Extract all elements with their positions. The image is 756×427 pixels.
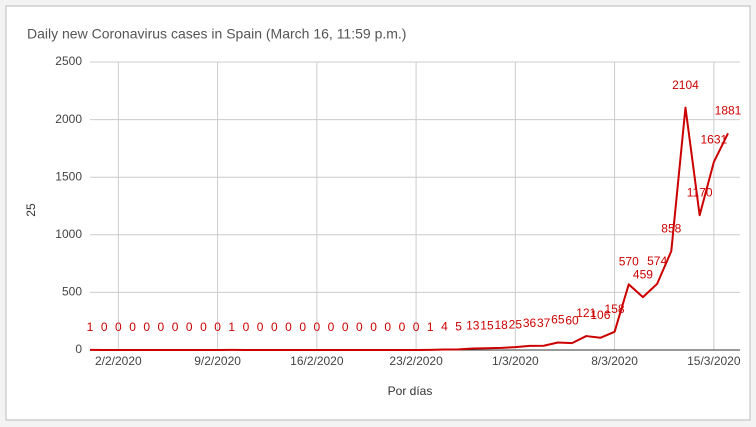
y-tick-label: 0 <box>75 342 82 356</box>
y-tick-label: 1000 <box>55 227 82 241</box>
data-label: 2104 <box>672 78 699 92</box>
data-label: 0 <box>271 320 278 334</box>
x-tick-label: 23/2/2020 <box>389 354 443 368</box>
data-label: 858 <box>661 221 681 235</box>
data-label: 0 <box>172 320 179 334</box>
y-tick-label: 2000 <box>55 112 82 126</box>
data-label: 0 <box>257 320 264 334</box>
data-label: 0 <box>115 320 122 334</box>
data-label: 0 <box>129 320 136 334</box>
data-label: 1 <box>228 320 235 334</box>
data-label: 0 <box>314 320 321 334</box>
data-label: 18 <box>494 318 508 332</box>
data-label: 121 <box>576 306 596 320</box>
data-label: 158 <box>605 302 625 316</box>
data-label: 459 <box>633 267 653 281</box>
data-label: 0 <box>384 320 391 334</box>
data-label: 25 <box>509 317 523 331</box>
data-label: 1 <box>427 320 434 334</box>
data-label: 37 <box>537 316 551 330</box>
data-label: 0 <box>328 320 335 334</box>
data-label: 0 <box>342 320 349 334</box>
data-label: 1 <box>87 320 94 334</box>
data-label: 0 <box>399 320 406 334</box>
data-label: 0 <box>299 320 306 334</box>
x-tick-label: 9/2/2020 <box>194 354 241 368</box>
data-label: 570 <box>619 255 639 269</box>
x-axis-label: Por días <box>388 384 433 398</box>
data-label: 0 <box>143 320 150 334</box>
x-tick-label: 2/2/2020 <box>95 354 142 368</box>
data-label: 1170 <box>687 185 713 199</box>
data-label: 4 <box>441 320 448 334</box>
data-label: 0 <box>370 320 377 334</box>
data-label: 0 <box>285 320 292 334</box>
data-label: 15 <box>480 318 494 332</box>
x-tick-label: 8/3/2020 <box>591 354 638 368</box>
y-tick-label: 2500 <box>55 54 82 68</box>
data-label: 106 <box>590 308 610 322</box>
data-label: 1881 <box>715 103 742 117</box>
data-label: 0 <box>214 320 221 334</box>
chart-title: Daily new Coronavirus cases in Spain (Ma… <box>27 26 406 42</box>
y-tick-label: 500 <box>62 285 82 299</box>
y-axis-label: 25 <box>24 203 38 217</box>
data-label: 36 <box>523 316 537 330</box>
data-label: 0 <box>101 320 108 334</box>
series-line <box>89 106 729 351</box>
data-label: 574 <box>647 254 667 268</box>
data-label: 0 <box>413 320 420 334</box>
data-label: 5 <box>455 320 462 334</box>
data-label: 0 <box>356 320 363 334</box>
y-tick-label: 1500 <box>55 169 82 183</box>
x-tick-label: 16/2/2020 <box>290 354 344 368</box>
data-label: 65 <box>551 313 565 327</box>
data-label: 13 <box>466 319 480 333</box>
data-label: 60 <box>565 313 579 327</box>
data-label: 1631 <box>700 132 727 146</box>
data-label: 0 <box>243 320 250 334</box>
data-label: 0 <box>158 320 165 334</box>
x-tick-label: 15/3/2020 <box>687 354 741 368</box>
data-label: 0 <box>186 320 193 334</box>
data-label: 0 <box>200 320 207 334</box>
x-tick-label: 1/3/2020 <box>492 354 539 368</box>
